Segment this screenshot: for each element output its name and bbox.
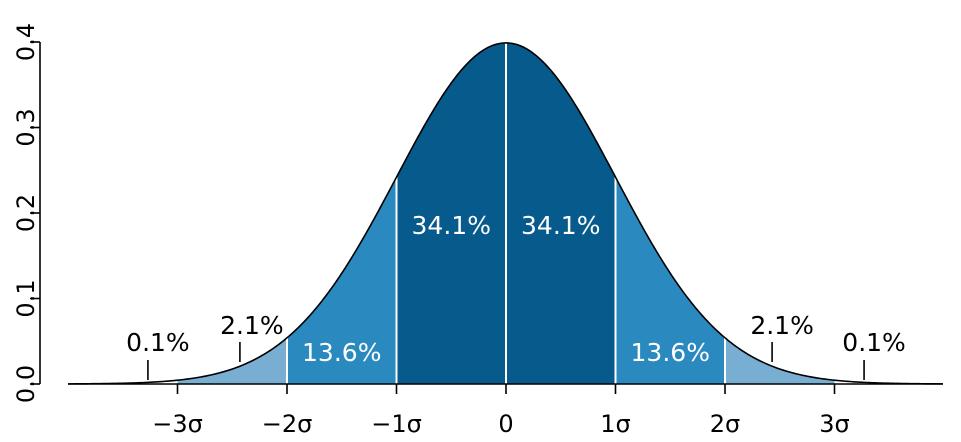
x-tick-label-1: 1σ [600, 410, 630, 438]
region-0 [177, 337, 287, 384]
density-curve-layer [67, 42, 944, 385]
region-label-3: 34.1% [521, 211, 600, 240]
region-label-0: 2.1% [220, 311, 284, 340]
y-tick-label-0.3: 0.3 [12, 108, 40, 146]
region-label-5: 2.1% [750, 311, 814, 340]
x-tick-label-3: 3σ [819, 410, 849, 438]
y-tick-label-0.4: 0.4 [12, 23, 40, 61]
tail-label-left: 0.1% [126, 328, 190, 357]
percentage-labels: 2.1% 13.6% 34.1% 34.1% 13.6% 2.1% 0.1% 0.1% [126, 211, 906, 380]
x-tick-label--3: −3σ [152, 410, 203, 438]
sigma-dividers [286, 42, 726, 384]
region-5 [725, 337, 835, 384]
x-tick-label-2: 2σ [710, 410, 740, 438]
density-curve [67, 42, 944, 385]
region-label-2: 34.1% [412, 211, 491, 240]
y-tick-label-0.1: 0.1 [12, 279, 40, 317]
region-3 [506, 42, 616, 385]
region-2 [396, 42, 506, 385]
tail-label-right: 0.1% [842, 328, 906, 357]
y-tick-label-0: 0.0 [12, 365, 40, 403]
y-tick-label-0.2: 0.2 [12, 194, 40, 232]
region-label-1: 13.6% [302, 338, 381, 367]
x-tick-label--2: −2σ [262, 410, 313, 438]
x-tick-label-0: 0 [498, 410, 513, 438]
x-tick-label--1: −1σ [371, 410, 422, 438]
region-label-4: 13.6% [631, 338, 710, 367]
axes: −3σ −2σ −1σ 0 1σ 2σ 3σ 0.0 0.1 0.2 0.3 0.4 [12, 23, 943, 438]
